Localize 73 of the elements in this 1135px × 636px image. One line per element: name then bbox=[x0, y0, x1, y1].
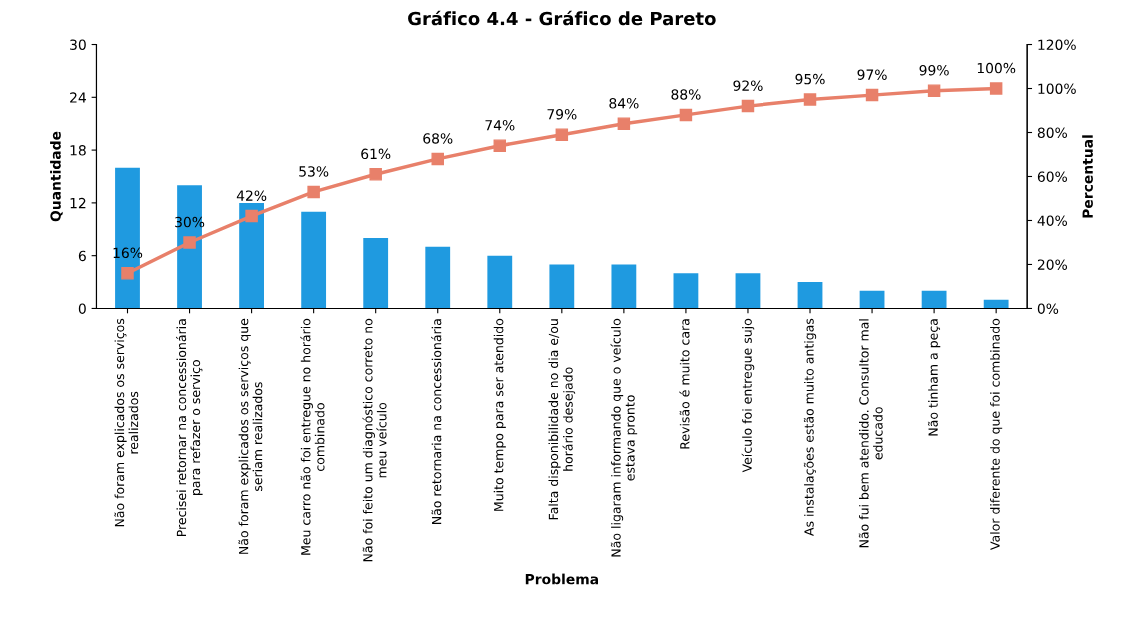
point bbox=[927, 84, 941, 97]
data-label: 79% bbox=[547, 109, 577, 120]
data-label: 53% bbox=[299, 166, 329, 177]
point bbox=[307, 185, 320, 199]
y-tick-label: 6 bbox=[78, 250, 86, 262]
y-axis-title: Quantidade bbox=[50, 131, 63, 222]
x-tick-label: Não retornaria na concessionária bbox=[431, 319, 442, 524]
point bbox=[803, 93, 817, 106]
x-tick-label: Não fui bem atendido. Consultor mal educado bbox=[858, 319, 883, 548]
bar bbox=[301, 211, 327, 309]
x-tick-label: Revisão é muito cara bbox=[679, 319, 690, 449]
bar bbox=[797, 282, 823, 309]
point bbox=[741, 99, 755, 113]
y-tick-label: 18 bbox=[70, 145, 86, 156]
bar bbox=[859, 290, 885, 309]
point bbox=[865, 88, 879, 102]
data-label: 92% bbox=[733, 80, 763, 91]
x-tick-label: As instalações estão muito antigas bbox=[803, 318, 817, 536]
x-tick-label: Não foram explicados os serviços realizados bbox=[114, 318, 139, 527]
point bbox=[369, 168, 382, 181]
point bbox=[183, 236, 196, 249]
point bbox=[431, 152, 444, 166]
data-label: 61% bbox=[361, 148, 391, 160]
y-tick-label: 24 bbox=[70, 92, 86, 103]
x-tick-label: Meu carro não foi entregue no horário combinado bbox=[300, 318, 325, 555]
data-label: 42% bbox=[236, 190, 267, 201]
data-label: 84% bbox=[609, 98, 639, 109]
x-tick-label: Não foram explicados os serviços que seriam realizados bbox=[238, 318, 263, 554]
chart-title: Gráfico 4.4 - Gráfico de Pareto bbox=[408, 10, 716, 26]
bar bbox=[239, 202, 264, 309]
x-tick-label: Muito tempo para ser atendido bbox=[493, 318, 506, 511]
y2-tick-label: 0% bbox=[1037, 303, 1059, 314]
bar bbox=[921, 290, 947, 309]
bar bbox=[983, 299, 1009, 309]
x-tick-label: Valor diferente do que foi combinado bbox=[990, 318, 1003, 550]
x-tick-label: Não ligaram informando que o veículo estava pronto bbox=[610, 318, 638, 557]
point bbox=[121, 267, 134, 280]
x-tick-label: Não tinham a peça bbox=[927, 319, 941, 436]
data-label: 97% bbox=[857, 69, 887, 80]
bar bbox=[363, 238, 389, 309]
point bbox=[679, 108, 693, 122]
y2-tick-label: 120% bbox=[1038, 39, 1076, 50]
y2-tick-label: 100% bbox=[1038, 83, 1076, 94]
bar bbox=[549, 264, 575, 309]
x-tick-label: Não foi feito um diagnóstico correto no meu veículo bbox=[362, 318, 387, 562]
data-label: 88% bbox=[671, 89, 701, 100]
x-tick-label: Veículo foi entregue sujo bbox=[741, 318, 755, 473]
x-axis-title: Problema bbox=[525, 573, 598, 585]
y-tick-label: 0 bbox=[78, 303, 86, 314]
bar bbox=[611, 264, 637, 309]
y2-tick-label: 20% bbox=[1037, 259, 1067, 270]
data-label: 100% bbox=[977, 62, 1016, 74]
bar bbox=[115, 167, 140, 309]
y-tick-label: 30 bbox=[70, 39, 86, 50]
data-label: 74% bbox=[485, 120, 515, 131]
data-label: 95% bbox=[795, 73, 825, 85]
data-label: 99% bbox=[919, 65, 949, 76]
bar bbox=[673, 273, 699, 309]
point bbox=[989, 82, 1003, 95]
y2-axis-title: Percentual bbox=[1082, 135, 1093, 218]
bar bbox=[425, 246, 451, 309]
y2-tick-label: 40% bbox=[1037, 215, 1067, 226]
bar bbox=[735, 273, 761, 309]
y2-tick-label: 80% bbox=[1037, 127, 1067, 138]
y2-tick-label: 60% bbox=[1037, 171, 1067, 182]
x-tick-label: Falta disponibilidade no dia e/ou horário desejado bbox=[548, 319, 576, 520]
y-tick-label: 12 bbox=[70, 197, 86, 209]
point bbox=[245, 209, 258, 223]
point bbox=[555, 128, 569, 141]
bar bbox=[487, 255, 513, 309]
point bbox=[493, 139, 507, 152]
point bbox=[617, 117, 631, 130]
data-label: 68% bbox=[423, 133, 453, 144]
